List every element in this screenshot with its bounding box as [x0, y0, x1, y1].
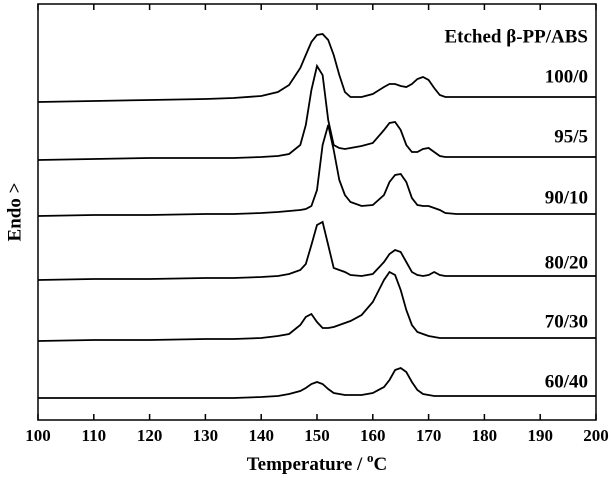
x-tick-label: 200	[583, 426, 609, 445]
x-tick-label: 190	[527, 426, 553, 445]
curve	[38, 366, 596, 399]
y-axis-label: Endo >	[4, 183, 25, 242]
x-tick-label: 130	[193, 426, 219, 445]
series-label: 80/20	[545, 252, 588, 273]
x-axis-label-unit: C	[374, 454, 388, 475]
curve	[37, 220, 596, 281]
chart-title: Etched β-PP/ABS	[444, 26, 588, 47]
series-label: 95/5	[554, 126, 588, 147]
x-axis-label-text: Temperature /	[247, 454, 367, 475]
curve	[37, 270, 596, 342]
series-label: 60/40	[545, 371, 588, 392]
curve	[37, 33, 596, 103]
curve	[37, 124, 596, 217]
series-label: 90/10	[545, 187, 588, 208]
x-tick-label: 160	[360, 426, 386, 445]
x-tick-label: 120	[137, 426, 163, 445]
x-tick-label: 180	[472, 426, 498, 445]
x-tick-label: 110	[82, 426, 107, 445]
x-tick-label: 170	[416, 426, 442, 445]
x-axis-label: Temperature / oC	[247, 450, 388, 475]
x-axis-label-sup: o	[367, 450, 374, 465]
x-tick-label: 100	[25, 426, 51, 445]
curve	[37, 63, 596, 161]
x-tick-label: 150	[304, 426, 330, 445]
series-label: 70/30	[545, 311, 588, 332]
series-label: 100/0	[545, 66, 588, 87]
x-tick-label: 140	[248, 426, 274, 445]
